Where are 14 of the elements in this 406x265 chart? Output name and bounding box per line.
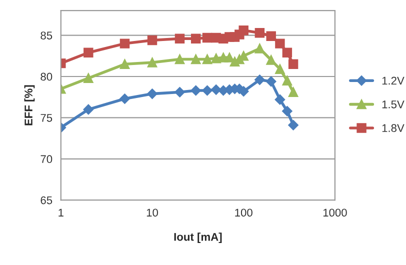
- y-tick-label: 80: [40, 72, 52, 81]
- y-tick-label: 85: [40, 32, 52, 40]
- x-tick-label: 1000: [323, 208, 347, 217]
- x-tick-label: 10: [146, 208, 158, 217]
- x-tick-label: 100: [235, 208, 252, 217]
- y-axis-title: EFF [%]: [24, 85, 35, 126]
- legend-label: 1.5V: [382, 100, 404, 108]
- x-tick-label: 1: [58, 208, 64, 216]
- x-axis-title: Iout [mA]: [174, 232, 222, 244]
- y-tick-label: 65: [40, 196, 52, 204]
- y-tick-label: 70: [40, 155, 52, 164]
- legend-label: 1.2V: [382, 76, 404, 85]
- y-tick-label: 75: [40, 114, 52, 122]
- legend-label: 1.8V: [382, 124, 404, 132]
